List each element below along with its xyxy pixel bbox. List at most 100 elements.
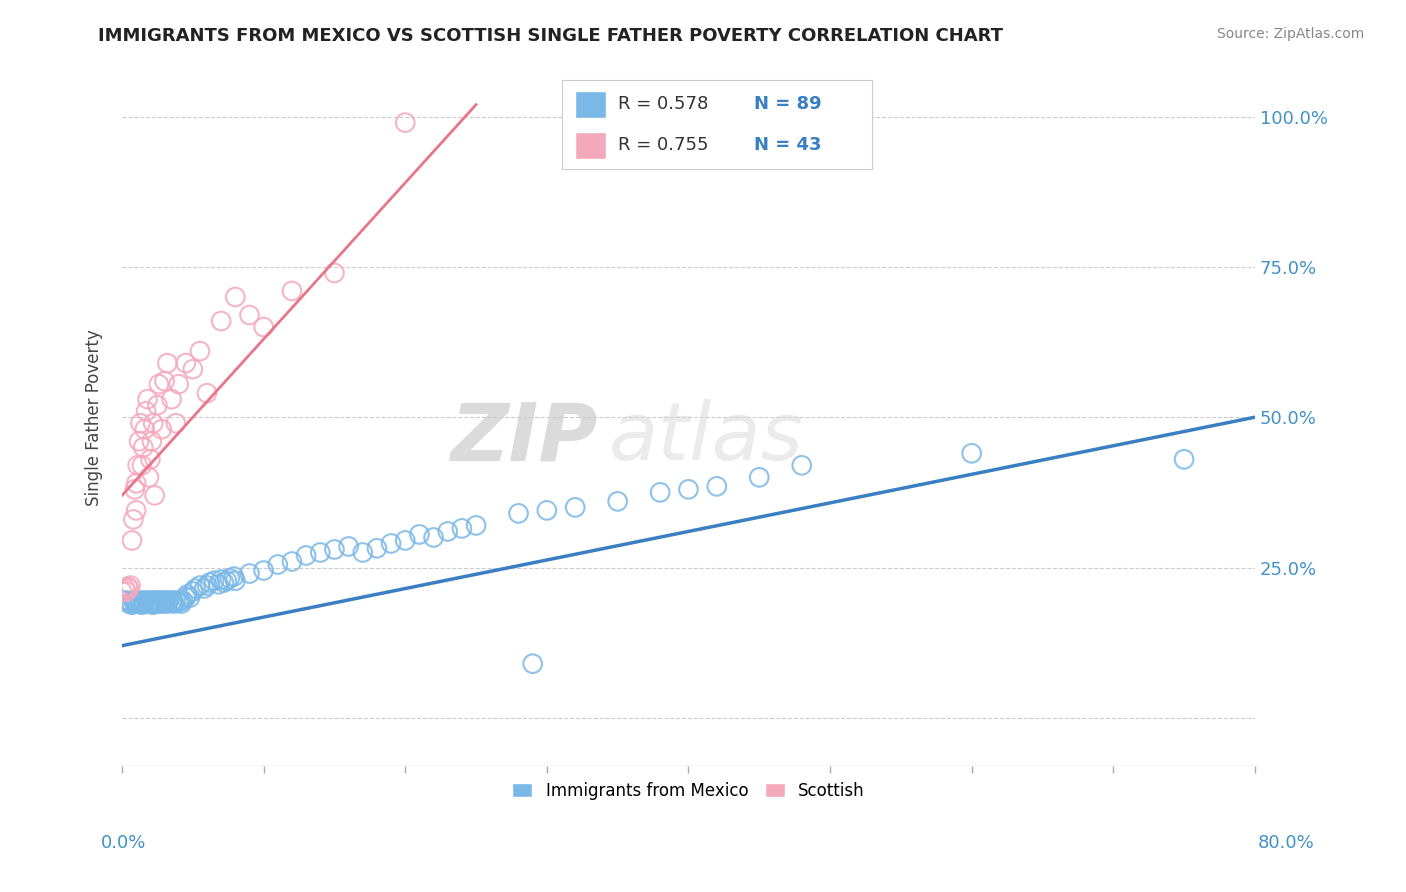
Point (281, 554, 304, 568)
Point (195, 578, 218, 592)
Point (195, 386, 218, 401)
Point (253, 564, 276, 578)
Text: N = 43: N = 43 (754, 136, 821, 154)
Point (253, 320, 276, 334)
Point (224, 574, 246, 588)
Legend: Immigrants from Mexico, Scottish: Immigrants from Mexico, Scottish (506, 775, 872, 806)
Point (160, 595, 183, 609)
Point (169, 593, 191, 607)
Point (267, 558, 290, 572)
Point (465, 518, 488, 533)
Point (132, 593, 155, 607)
Point (157, 593, 180, 607)
FancyBboxPatch shape (575, 91, 606, 118)
Text: 0.0%: 0.0% (101, 834, 146, 852)
Point (212, 575, 235, 590)
Point (115, 584, 138, 599)
Point (238, 308, 260, 322)
Point (207, 577, 229, 591)
Text: R = 0.578: R = 0.578 (619, 95, 709, 113)
Point (131, 458, 153, 473)
Point (152, 593, 174, 607)
Point (209, 314, 232, 328)
Point (141, 434, 163, 449)
Point (323, 266, 346, 280)
Point (172, 593, 194, 607)
Point (125, 503, 148, 517)
Text: IMMIGRANTS FROM MEXICO VS SCOTTISH SINGLE FATHER POVERTY CORRELATION CHART: IMMIGRANTS FROM MEXICO VS SCOTTISH SINGL… (98, 27, 1004, 45)
Point (150, 422, 173, 436)
Point (184, 582, 207, 596)
Point (337, 540, 360, 554)
Point (960, 446, 983, 460)
Point (224, 290, 246, 304)
Point (117, 580, 139, 594)
Point (352, 545, 374, 559)
Point (135, 593, 157, 607)
Point (127, 597, 149, 611)
Point (162, 593, 184, 607)
Point (111, 584, 134, 599)
Point (148, 377, 170, 392)
Point (606, 494, 628, 508)
Point (295, 549, 318, 563)
Point (394, 115, 416, 129)
Point (122, 512, 145, 526)
Point (129, 416, 152, 430)
Point (408, 527, 430, 541)
Point (222, 569, 245, 583)
Point (309, 545, 332, 559)
Point (366, 541, 388, 556)
Point (167, 595, 190, 609)
Point (508, 507, 530, 521)
Point (422, 531, 444, 545)
Point (176, 588, 198, 602)
Point (111, 593, 134, 607)
Point (136, 392, 159, 407)
Point (209, 573, 232, 587)
Point (143, 488, 166, 502)
Point (142, 593, 165, 607)
Point (451, 521, 474, 535)
Point (138, 595, 160, 609)
Point (394, 533, 416, 548)
Point (165, 593, 187, 607)
Point (165, 416, 187, 430)
Y-axis label: Single Father Poverty: Single Father Poverty (86, 329, 103, 506)
Text: atlas: atlas (609, 399, 804, 477)
Point (202, 574, 225, 588)
Point (145, 593, 167, 607)
Point (139, 593, 162, 607)
Point (139, 597, 162, 611)
Text: 80.0%: 80.0% (1258, 834, 1315, 852)
Point (143, 595, 166, 609)
Point (160, 392, 183, 407)
Point (135, 404, 157, 418)
Point (198, 575, 221, 590)
Point (215, 574, 238, 588)
Point (156, 356, 179, 370)
Point (155, 593, 177, 607)
Point (127, 458, 149, 473)
Point (128, 593, 150, 607)
Point (181, 584, 204, 599)
Point (121, 598, 143, 612)
Point (114, 582, 136, 596)
Text: N = 89: N = 89 (754, 95, 821, 113)
Point (281, 284, 304, 298)
Point (125, 593, 148, 607)
Point (139, 452, 162, 467)
Point (163, 597, 186, 611)
Point (132, 597, 155, 611)
Point (125, 476, 148, 491)
Point (153, 374, 176, 388)
Point (193, 582, 215, 596)
Point (522, 657, 544, 671)
Point (380, 536, 402, 550)
Point (142, 416, 165, 430)
Point (650, 485, 672, 500)
Text: ZIP: ZIP (450, 399, 598, 477)
Point (118, 582, 141, 596)
Point (121, 533, 143, 548)
Text: Source: ZipAtlas.com: Source: ZipAtlas.com (1216, 27, 1364, 41)
